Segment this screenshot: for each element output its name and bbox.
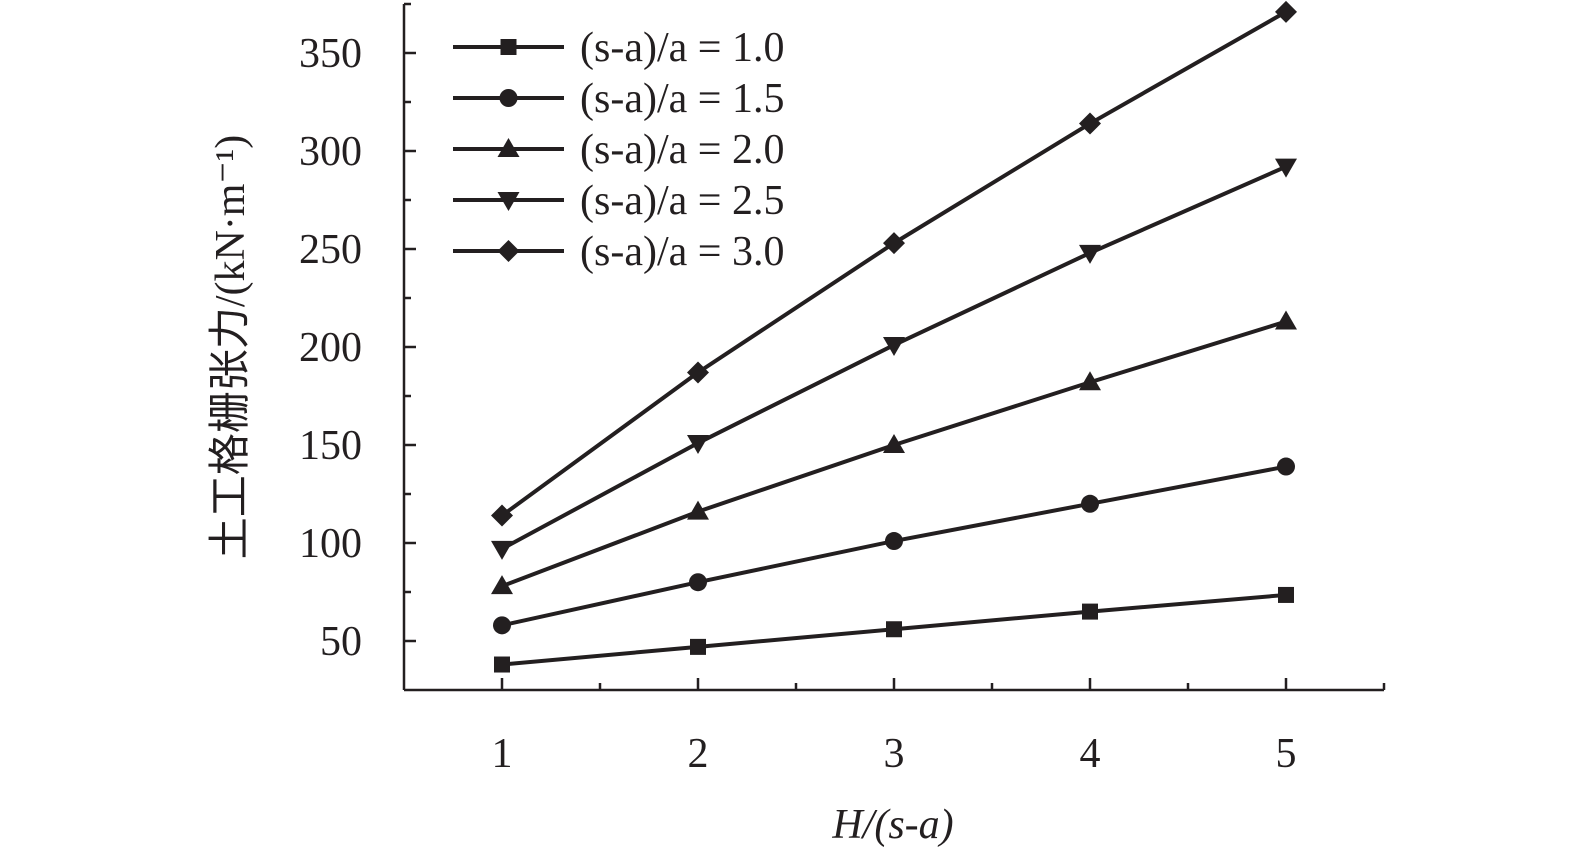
- tick-labels: 1 2 3 4 5 50 100 150 200 250 300 350: [299, 31, 1297, 777]
- legend-entry: (s-a)/a = 1.0: [453, 25, 784, 71]
- y-tick-label: 250: [299, 227, 362, 273]
- x-tick-label: 5: [1276, 731, 1297, 777]
- y-tick-label: 200: [299, 325, 362, 371]
- legend-entry: (s-a)/a = 2.5: [453, 178, 784, 224]
- data-point: [491, 504, 513, 527]
- legend-label: (s-a)/a = 1.5: [580, 76, 784, 122]
- legend-label: (s-a)/a = 3.0: [580, 229, 784, 275]
- series-2: [493, 457, 1295, 635]
- x-tick-label: 4: [1080, 731, 1101, 777]
- legend-marker: [500, 39, 517, 55]
- y-tick-label: 150: [299, 423, 362, 469]
- legend-marker: [497, 138, 520, 157]
- legend-entry: (s-a)/a = 3.0: [453, 229, 784, 275]
- legend-label: (s-a)/a = 1.0: [580, 25, 784, 71]
- data-point: [491, 575, 513, 595]
- data-point: [1079, 112, 1101, 135]
- data-point: [687, 361, 709, 384]
- data-point: [1278, 586, 1294, 603]
- legend-marker: [497, 240, 520, 262]
- x-tick-label: 1: [492, 731, 513, 777]
- x-tick-label: 3: [884, 731, 905, 777]
- y-tick-label: 350: [299, 31, 362, 77]
- data-point: [1081, 494, 1099, 513]
- data-point: [689, 573, 707, 592]
- y-axis-label: 土工格栅张力/(kN·m⁻¹): [208, 135, 254, 559]
- data-point: [883, 434, 905, 453]
- y-tick-label: 50: [320, 619, 362, 665]
- legend-label: (s-a)/a = 2.0: [580, 127, 784, 173]
- data-point: [885, 532, 903, 551]
- data-point: [886, 621, 902, 638]
- data-point: [1082, 603, 1098, 620]
- data-point: [1275, 310, 1297, 330]
- legend-marker: [497, 192, 520, 211]
- data-point: [493, 616, 511, 635]
- data-point: [883, 337, 905, 357]
- data-point: [1277, 457, 1295, 476]
- y-tick-label: 100: [299, 521, 362, 567]
- data-point: [687, 435, 709, 455]
- data-point: [491, 540, 513, 560]
- data-point: [1079, 244, 1101, 264]
- y-tick-label: 300: [299, 129, 362, 175]
- series-3: [491, 310, 1297, 595]
- legend-marker: [499, 89, 518, 107]
- data-point: [1275, 158, 1297, 178]
- series-1: [494, 586, 1294, 673]
- ticks: [404, 2, 1386, 690]
- data-point: [1079, 371, 1101, 391]
- legend-label: (s-a)/a = 2.5: [580, 178, 784, 224]
- data-point: [883, 232, 905, 255]
- x-axis-label: H/(s-a): [831, 802, 953, 848]
- series-5: [491, 0, 1297, 527]
- data-point: [687, 500, 709, 520]
- series-layer: [491, 0, 1297, 673]
- data-point: [690, 638, 706, 655]
- legend-entry: (s-a)/a = 2.0: [453, 127, 784, 173]
- data-point: [494, 656, 510, 673]
- legend: (s-a)/a = 1.0 (s-a)/a = 1.5 (s-a)/a = 2.0 (…: [453, 25, 784, 275]
- series-4: [491, 158, 1297, 560]
- data-point: [1275, 0, 1297, 23]
- legend-entry: (s-a)/a = 1.5: [453, 76, 784, 122]
- x-tick-label: 2: [688, 731, 709, 777]
